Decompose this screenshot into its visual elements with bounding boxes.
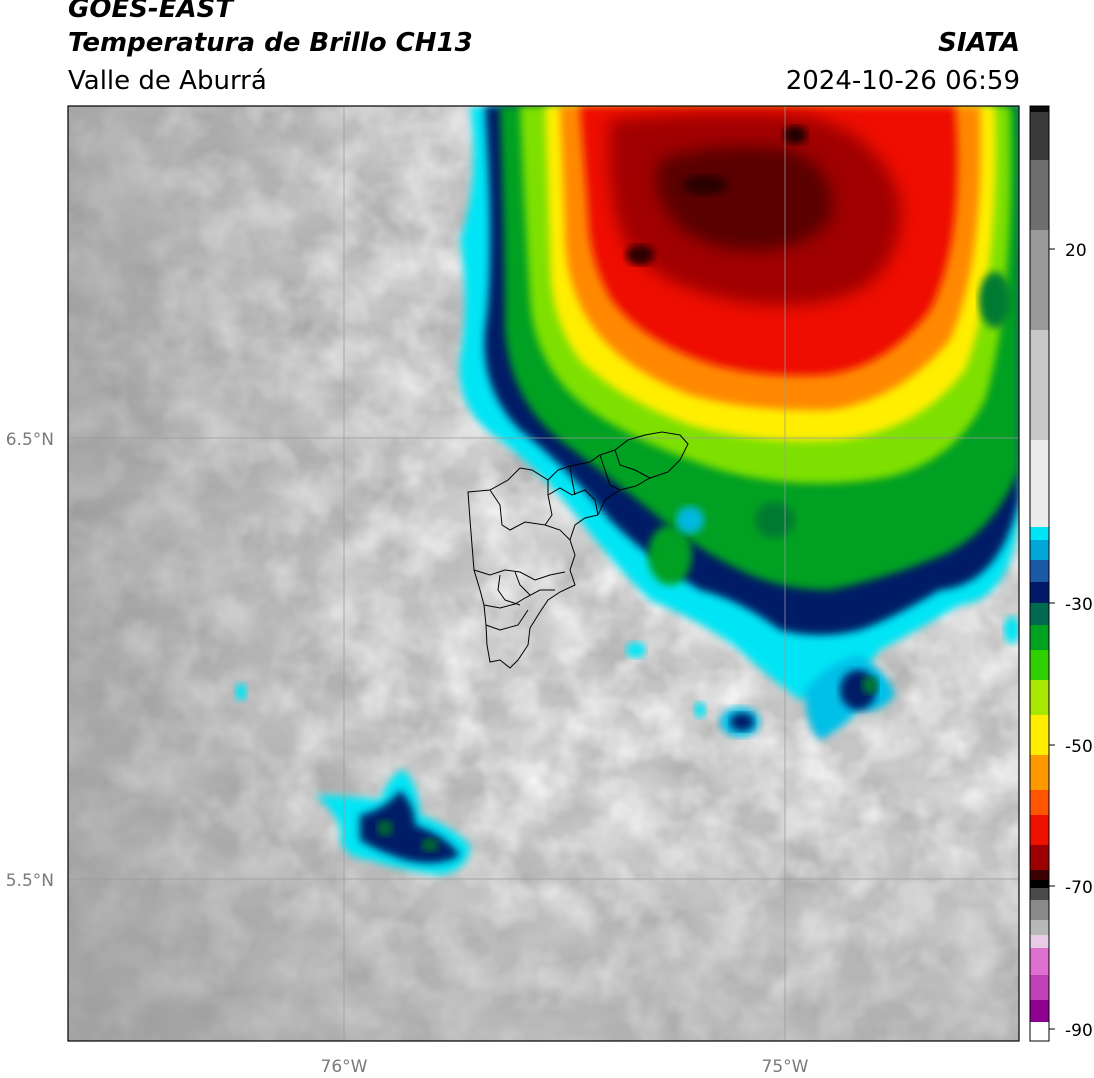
colorbar-segment-19 bbox=[1030, 870, 1049, 880]
colorbar-segment-12 bbox=[1030, 650, 1049, 680]
colorbar-segment-2 bbox=[1030, 160, 1049, 230]
colorbar-segments bbox=[1030, 106, 1049, 1041]
colorbar-segment-8 bbox=[1030, 560, 1049, 582]
longitude-labels: 76°W 75°W bbox=[321, 1057, 809, 1077]
latitude-labels: 6.5°N 5.5°N bbox=[6, 430, 54, 891]
datetime-label: 2024-10-26 06:59 bbox=[785, 66, 1020, 96]
colorbar-label-minus30: -30 bbox=[1065, 595, 1093, 615]
organization-label: SIATA bbox=[938, 28, 1020, 58]
colorbar-segment-10 bbox=[1030, 603, 1049, 625]
lat-label-5-5n: 5.5°N bbox=[6, 871, 54, 891]
colorbar-segment-23 bbox=[1030, 920, 1049, 935]
colorbar-segment-18 bbox=[1030, 845, 1049, 870]
product-title: Temperatura de Brillo CH13 bbox=[68, 28, 473, 58]
municipality-boundaries bbox=[467, 431, 689, 669]
colorbar-label-minus50: -50 bbox=[1065, 737, 1093, 757]
colorbar-segment-5 bbox=[1030, 440, 1049, 527]
colorbar-segment-22 bbox=[1030, 900, 1049, 920]
storm-cell-southeast bbox=[235, 616, 1019, 740]
satellite-title: GOES-EAST bbox=[68, 0, 234, 24]
colorbar-segment-16 bbox=[1030, 790, 1049, 815]
colorbar-segment-4 bbox=[1030, 330, 1049, 440]
colorbar-segment-25 bbox=[1030, 948, 1049, 975]
colorbar-segment-20 bbox=[1030, 880, 1049, 888]
storm-cell-south bbox=[315, 770, 470, 875]
colorbar-segment-28 bbox=[1030, 1022, 1049, 1041]
colorbar-label-minus70: -70 bbox=[1065, 878, 1093, 898]
colorbar-segment-27 bbox=[1030, 1000, 1049, 1022]
colorbar-segment-21 bbox=[1030, 888, 1049, 900]
colorbar-segment-17 bbox=[1030, 815, 1049, 845]
lon-label-76w: 76°W bbox=[321, 1057, 368, 1077]
colorbar-segment-26 bbox=[1030, 975, 1049, 1000]
satellite-image bbox=[68, 106, 1019, 1041]
colorbar-segment-6 bbox=[1030, 527, 1049, 540]
lon-label-75w: 75°W bbox=[762, 1057, 809, 1077]
colorbar-ticks bbox=[1049, 248, 1055, 1030]
colorbar-segment-14 bbox=[1030, 715, 1049, 755]
lat-label-6-5n: 6.5°N bbox=[6, 430, 54, 450]
gridlines bbox=[68, 106, 1019, 1041]
colorbar: 20 -30 -50 -70 -90 bbox=[1029, 105, 1093, 1042]
bottom-shading bbox=[68, 800, 1019, 1041]
colorbar-segment-7 bbox=[1030, 540, 1049, 560]
colorbar-segment-11 bbox=[1030, 625, 1049, 650]
colorbar-segment-9 bbox=[1030, 582, 1049, 603]
colorbar-segment-3 bbox=[1030, 230, 1049, 330]
colorbar-label-20: 20 bbox=[1065, 241, 1087, 261]
region-subtitle: Valle de Aburrá bbox=[68, 66, 267, 96]
colorbar-segment-13 bbox=[1030, 680, 1049, 715]
main-storm bbox=[459, 106, 1019, 700]
colorbar-segment-24 bbox=[1030, 935, 1049, 948]
colorbar-frame bbox=[1029, 105, 1050, 1042]
colorbar-label-minus90: -90 bbox=[1065, 1021, 1093, 1041]
colorbar-segment-0 bbox=[1030, 106, 1049, 112]
colorbar-segment-1 bbox=[1030, 112, 1049, 160]
map-frame bbox=[67, 105, 1020, 1042]
colorbar-segment-15 bbox=[1030, 755, 1049, 790]
